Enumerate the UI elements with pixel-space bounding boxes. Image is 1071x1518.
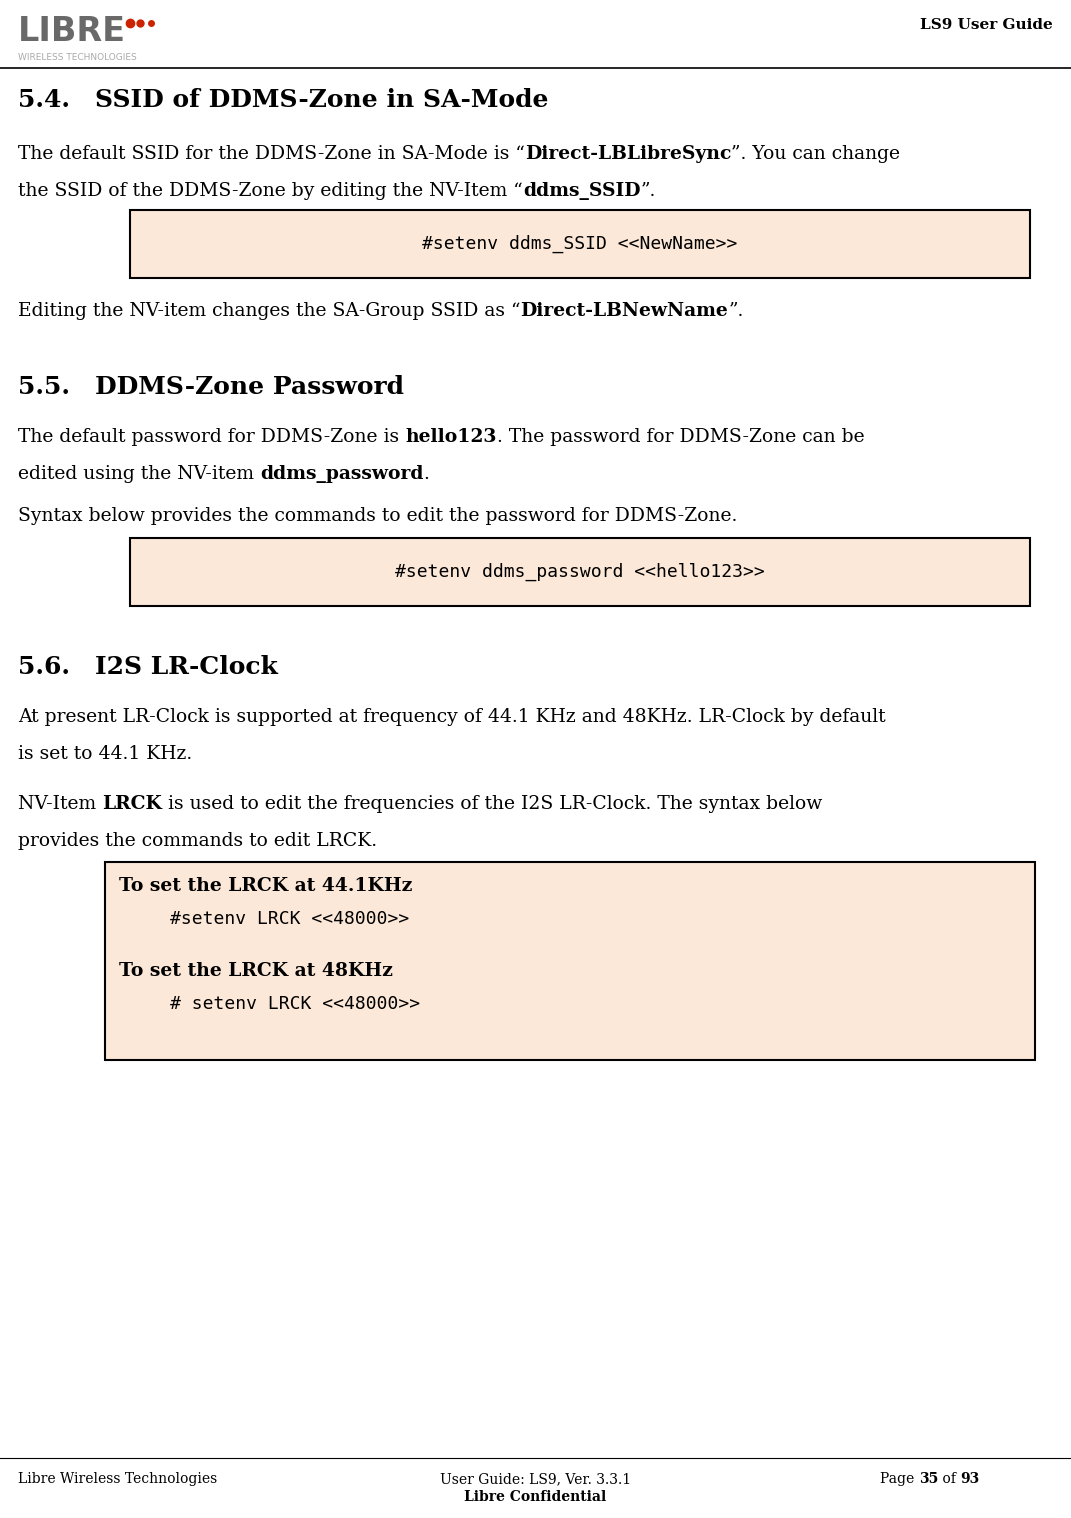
Text: LIBRE: LIBRE [18,15,126,49]
Text: I2S LR-Clock: I2S LR-Clock [95,654,277,679]
Text: Direct-LBNewName: Direct-LBNewName [521,302,728,320]
Bar [105,862,1035,1060]
Text: To set the LRCK at 48KHz: To set the LRCK at 48KHz [119,962,393,981]
Text: Syntax below provides the commands to edit the password for DDMS-Zone.: Syntax below provides the commands to ed… [18,507,737,525]
Bar [130,209,1030,278]
Text: LS9 User Guide: LS9 User Guide [920,18,1053,32]
Text: #setenv ddms_password <<hello123>>: #setenv ddms_password <<hello123>> [395,563,765,581]
Text: .: . [423,465,429,483]
Text: Libre Confidential: Libre Confidential [465,1491,606,1504]
Text: At present LR-Clock is supported at frequency of 44.1 KHz and 48KHz. LR-Clock by: At present LR-Clock is supported at freq… [18,707,886,726]
Text: Page: Page [880,1472,919,1486]
Text: 5.4.: 5.4. [18,88,70,112]
Text: NV-Item: NV-Item [18,795,102,814]
Text: . The password for DDMS-Zone can be: . The password for DDMS-Zone can be [497,428,864,446]
Text: ddms_password: ddms_password [260,465,423,483]
Text: the SSID of the DDMS-Zone by editing the NV-Item “: the SSID of the DDMS-Zone by editing the… [18,182,523,200]
Text: Editing the NV-item changes the SA-Group SSID as “: Editing the NV-item changes the SA-Group… [18,302,521,320]
Text: Libre Wireless Technologies: Libre Wireless Technologies [18,1472,217,1486]
Text: 5.5.: 5.5. [18,375,70,399]
Text: provides the commands to edit LRCK.: provides the commands to edit LRCK. [18,832,377,850]
Text: #setenv ddms_SSID <<NewName>>: #setenv ddms_SSID <<NewName>> [422,235,738,254]
Text: ”. You can change: ”. You can change [731,146,901,162]
Text: 35: 35 [919,1472,938,1486]
Text: The default SSID for the DDMS-Zone in SA-Mode is “: The default SSID for the DDMS-Zone in SA… [18,146,525,162]
Text: hello123: hello123 [405,428,497,446]
Text: # setenv LRCK <<48000>>: # setenv LRCK <<48000>> [170,994,420,1013]
Text: DDMS-Zone Password: DDMS-Zone Password [95,375,404,399]
Text: ”.: ”. [640,182,655,200]
Text: Direct-LBLibreSync: Direct-LBLibreSync [525,146,731,162]
Text: SSID of DDMS-Zone in SA-Mode: SSID of DDMS-Zone in SA-Mode [95,88,548,112]
Text: ddms_SSID: ddms_SSID [523,182,640,200]
Text: edited using the NV-item: edited using the NV-item [18,465,260,483]
Text: The default password for DDMS-Zone is: The default password for DDMS-Zone is [18,428,405,446]
Text: User Guide: LS9, Ver. 3.3.1: User Guide: LS9, Ver. 3.3.1 [440,1472,631,1486]
Text: To set the LRCK at 44.1KHz: To set the LRCK at 44.1KHz [119,877,412,896]
Text: is set to 44.1 KHz.: is set to 44.1 KHz. [18,745,193,764]
Text: of: of [938,1472,960,1486]
Text: WIRELESS TECHNOLOGIES: WIRELESS TECHNOLOGIES [18,53,137,62]
Text: ”.: ”. [728,302,743,320]
Text: is used to edit the frequencies of the I2S LR-Clock. The syntax below: is used to edit the frequencies of the I… [162,795,823,814]
Bar [130,537,1030,606]
Text: #setenv LRCK <<48000>>: #setenv LRCK <<48000>> [170,909,409,927]
Text: LRCK: LRCK [102,795,162,814]
Text: 93: 93 [960,1472,979,1486]
Text: 5.6.: 5.6. [18,654,70,679]
